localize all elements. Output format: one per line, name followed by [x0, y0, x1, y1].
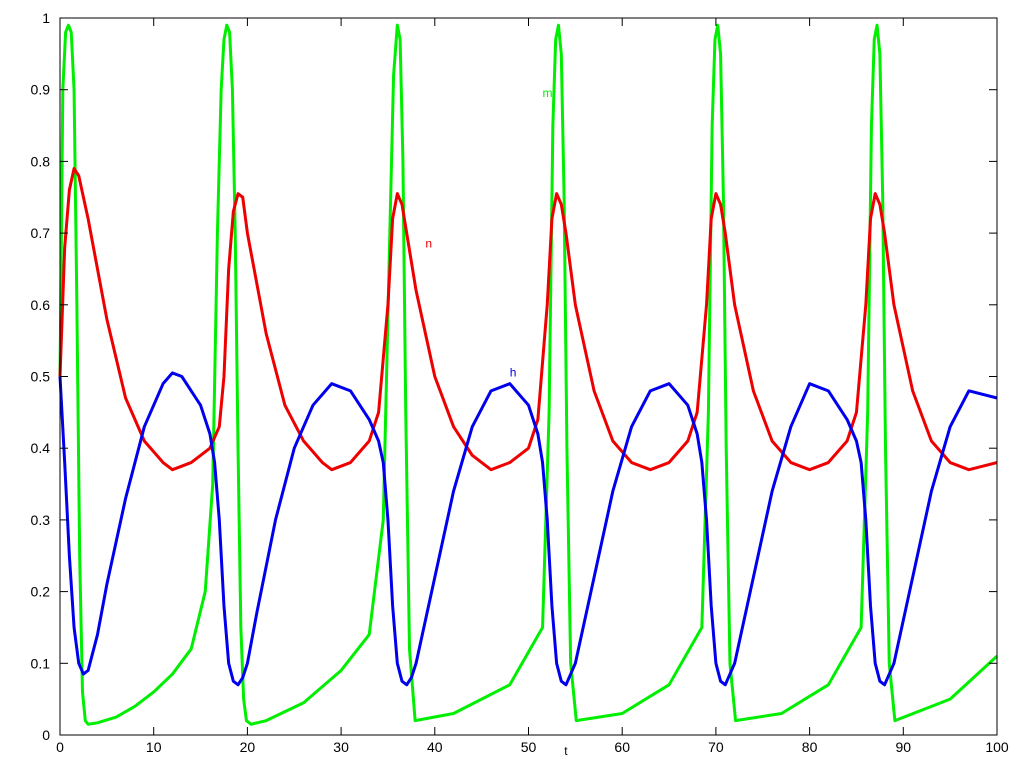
y-tick-label: 1 — [42, 10, 50, 26]
x-tick-label: 20 — [240, 739, 256, 755]
x-tick-label: 90 — [896, 739, 912, 755]
series-line-h — [58, 371, 998, 687]
series-label-m: m — [543, 86, 553, 100]
y-tick-label: 0.6 — [31, 297, 51, 313]
x-tick-label: 70 — [708, 739, 724, 755]
y-tick-label: 0.3 — [31, 512, 51, 528]
y-tick-label: 0.5 — [31, 369, 51, 385]
y-tick-label: 0 — [42, 727, 50, 743]
x-tick-label: 80 — [802, 739, 818, 755]
x-tick-label: 30 — [333, 739, 349, 755]
series-line-n — [58, 167, 998, 472]
x-tick-label: 10 — [146, 739, 162, 755]
y-tick-label: 0.9 — [31, 82, 51, 98]
series-labels-layer: m n h — [425, 86, 552, 380]
y-tick-label: 0.8 — [31, 153, 51, 169]
y-tick-label: 0.2 — [31, 584, 51, 600]
y-tick-label: 0.4 — [31, 440, 51, 456]
series-line-m — [58, 23, 999, 726]
x-tick-label: 60 — [614, 739, 630, 755]
x-tick-label: 100 — [985, 739, 1009, 755]
y-tick-label: 0.1 — [31, 655, 51, 671]
x-tick-label: 0 — [56, 739, 64, 755]
x-tick-label: 50 — [521, 739, 537, 755]
x-axis-label: t — [564, 744, 568, 758]
series-label-n: n — [425, 236, 432, 250]
y-tick-label: 0.7 — [31, 225, 51, 241]
ticks-layer — [59, 17, 998, 736]
x-tick-label: 40 — [427, 739, 443, 755]
series-label-h: h — [510, 366, 517, 380]
tick-labels-layer: 0 10 20 30 40 50 60 70 80 90 100 0 0.1 0.2 0.3 0.4 0.5 0.… — [31, 10, 1009, 755]
series-layer — [58, 23, 999, 726]
